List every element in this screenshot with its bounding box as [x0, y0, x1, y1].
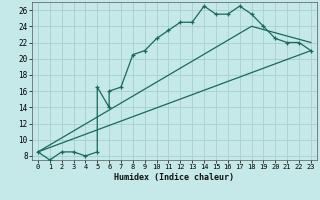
X-axis label: Humidex (Indice chaleur): Humidex (Indice chaleur): [115, 173, 234, 182]
